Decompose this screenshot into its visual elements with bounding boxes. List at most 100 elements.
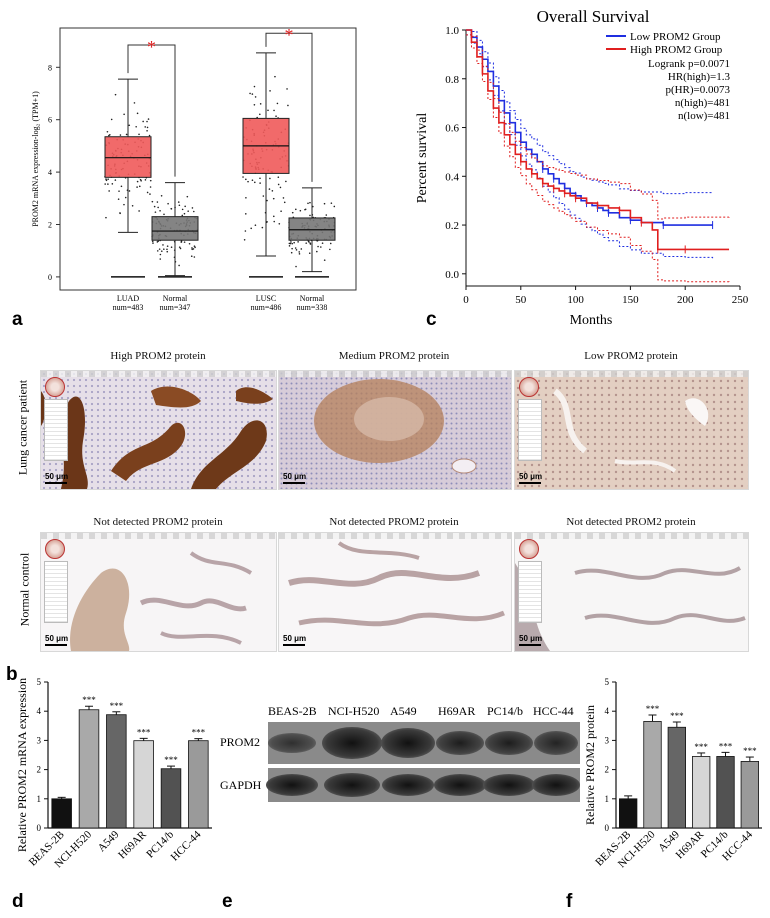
data-point bbox=[266, 199, 268, 202]
data-point bbox=[297, 241, 299, 243]
data-point bbox=[245, 196, 247, 199]
significance-label: *** bbox=[110, 701, 124, 711]
data-point bbox=[144, 179, 147, 181]
x-tick-label: 150 bbox=[622, 294, 639, 306]
x-tick-label: 200 bbox=[677, 294, 694, 306]
data-point bbox=[298, 251, 301, 253]
data-point bbox=[294, 247, 297, 249]
significance-label: *** bbox=[719, 741, 733, 751]
hist-caption-normal-3: Not detected PROM2 protein bbox=[566, 516, 696, 528]
data-point bbox=[151, 240, 154, 243]
data-point bbox=[247, 180, 249, 183]
x-tick-label: 0 bbox=[463, 294, 469, 306]
bar bbox=[740, 761, 759, 829]
data-point bbox=[272, 197, 275, 200]
y-tick-label: 2 bbox=[48, 221, 52, 230]
data-point bbox=[104, 183, 106, 185]
data-point bbox=[333, 205, 336, 208]
confidence-upper bbox=[466, 29, 730, 220]
y-tick-label: 0.0 bbox=[445, 269, 459, 281]
data-point bbox=[156, 201, 159, 203]
stat-label: n(high)=481 bbox=[675, 97, 730, 109]
data-point bbox=[325, 214, 328, 216]
scale-bar: 50 μm bbox=[519, 634, 543, 646]
data-point bbox=[160, 250, 163, 252]
data-point bbox=[107, 178, 109, 180]
viewer-toolbar bbox=[515, 533, 748, 539]
data-point bbox=[118, 190, 120, 192]
data-point bbox=[146, 126, 149, 129]
significance-label: *** bbox=[670, 711, 684, 721]
data-point bbox=[191, 207, 194, 209]
y-tick-label: 1.0 bbox=[445, 25, 459, 37]
data-point bbox=[105, 178, 107, 180]
box bbox=[288, 217, 336, 241]
data-point bbox=[309, 201, 311, 204]
data-point bbox=[123, 203, 125, 206]
data-point bbox=[277, 176, 280, 179]
hist-caption-high: High PROM2 protein bbox=[110, 350, 206, 362]
data-point bbox=[187, 210, 189, 212]
data-point bbox=[188, 242, 191, 245]
significance-label: *** bbox=[164, 755, 178, 765]
data-point bbox=[183, 212, 186, 215]
histology-image-normal-2: 50 μm bbox=[278, 532, 512, 652]
data-point bbox=[268, 188, 271, 190]
box-plot-chart: 0 2 4 6 8 PROM2 mRNA expression-log₂ (TPM+1) L… bbox=[31, 25, 357, 312]
data-point bbox=[194, 246, 196, 249]
data-point bbox=[243, 238, 246, 241]
x-tick-label: Normal bbox=[163, 294, 188, 303]
data-point bbox=[156, 250, 159, 252]
data-point bbox=[295, 208, 297, 211]
data-point bbox=[178, 204, 181, 207]
data-point bbox=[133, 102, 136, 104]
data-point bbox=[290, 251, 293, 254]
y-tick-label: 0 bbox=[48, 273, 52, 282]
scale-bar: 50 μm bbox=[45, 634, 69, 646]
data-point bbox=[157, 206, 159, 209]
data-point bbox=[151, 200, 154, 203]
stat-label: Logrank p=0.0071 bbox=[648, 58, 730, 70]
data-point bbox=[146, 130, 148, 132]
y-tick-label: 0 bbox=[37, 823, 42, 833]
bar bbox=[106, 714, 127, 829]
data-point bbox=[136, 186, 138, 188]
x-tick-label: H69AR bbox=[116, 828, 149, 861]
stat-label: HR(high)=1.3 bbox=[668, 71, 731, 83]
data-point bbox=[148, 134, 151, 137]
data-point bbox=[251, 179, 254, 182]
data-point bbox=[273, 109, 275, 112]
data-point bbox=[186, 195, 189, 198]
x-tick-label: 250 bbox=[732, 294, 749, 306]
row-label-lung-cancer: Lung cancer patient bbox=[15, 379, 30, 476]
data-point bbox=[179, 247, 182, 250]
data-point bbox=[330, 202, 333, 204]
data-point bbox=[114, 179, 117, 181]
data-point bbox=[287, 104, 289, 107]
y-tick-label: 4 bbox=[48, 168, 52, 177]
viewer-sidebar bbox=[518, 399, 542, 461]
data-point bbox=[138, 185, 141, 188]
data-point bbox=[261, 226, 264, 229]
box bbox=[104, 136, 152, 178]
row-label-normal-control: Normal control bbox=[17, 552, 32, 627]
plot-frame bbox=[59, 27, 357, 291]
data-point bbox=[320, 246, 322, 248]
x-tick-label: Normal bbox=[300, 294, 325, 303]
significance-label: *** bbox=[743, 746, 757, 756]
data-point bbox=[250, 227, 252, 230]
data-point bbox=[119, 134, 122, 136]
data-point bbox=[149, 193, 151, 195]
bar bbox=[619, 798, 638, 829]
data-point bbox=[300, 248, 303, 250]
significance-bracket bbox=[127, 44, 176, 177]
data-point bbox=[170, 246, 173, 249]
histology-image-low: 50 μm bbox=[514, 370, 749, 490]
data-point bbox=[178, 246, 181, 248]
data-point bbox=[245, 178, 247, 181]
data-point bbox=[163, 248, 165, 250]
y-tick-label: 0.6 bbox=[445, 123, 459, 135]
hist-caption-medium: Medium PROM2 protein bbox=[338, 350, 450, 362]
viewer-toolbar bbox=[41, 533, 276, 539]
